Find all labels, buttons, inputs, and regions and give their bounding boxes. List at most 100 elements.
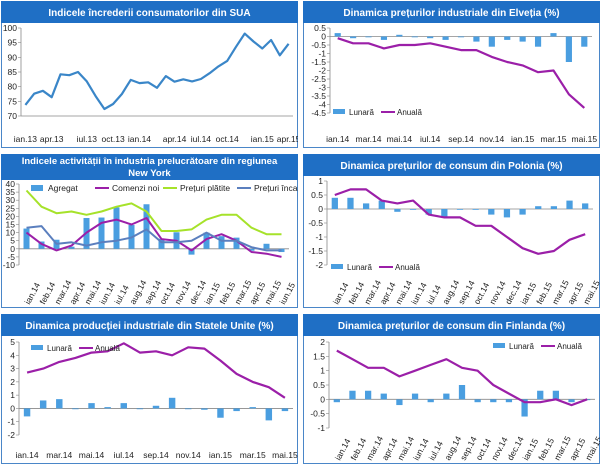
y-tick-label: -0.5 [311,40,326,50]
series-line-anuală [337,37,586,109]
chart-industrial-production-usa: Dinamica producției industriale din Stat… [1,314,298,464]
y-tick-label: 15 [6,220,16,230]
panel-industrial-prices-switzerland: Dinamica prețurilor industriale din Elve… [303,1,600,148]
bar-lunară [565,36,572,62]
bar-lunară [537,390,544,400]
bar-lunară [365,36,372,38]
y-tick-label: 95 [8,38,18,48]
bar-lunară [425,209,432,215]
bar-lunară [249,407,256,409]
x-tick-label: iul.13 [77,134,98,144]
y-tick-label: 1 [318,176,323,186]
bar-lunară [331,197,338,209]
x-tick-label: iul.14 [420,134,441,144]
bar-agregat [38,241,45,249]
y-tick-label: 0 [10,403,15,413]
bar-lunară [88,403,95,409]
panel-frame [303,154,600,308]
y-tick-label: -4 [318,100,326,110]
y-tick-label: 10 [6,228,16,238]
y-tick-label: 85 [8,67,18,77]
legend-label: Lunară [47,344,72,353]
y-tick-label: 100 [3,23,17,33]
bar-lunară [411,36,418,38]
series-line-anuală [26,342,286,399]
x-tick-label: apr.15 [277,134,298,144]
y-tick-label: 0.5 [311,190,323,200]
bar-lunară [519,36,526,42]
bar-lunară [409,209,417,210]
chart-title-line2: New York [128,168,171,179]
y-tick-label: -1 [317,423,325,433]
chart-consumer-prices-finland: Dinamica prețurilor de consum din Finlan… [303,314,600,464]
y-tick-label: -1 [7,417,15,427]
x-tick-label: mai.14 [79,450,105,460]
y-tick-label: -1.5 [311,57,326,67]
y-tick-label: 0 [10,244,15,254]
y-tick-label: 35 [6,187,16,197]
bar-lunară [474,399,481,403]
chart-title: Dinamica prețurilor de consum din Finlan… [338,321,565,332]
y-tick-label: 70 [8,111,18,121]
legend-label: Lunară [349,108,374,117]
y-tick-label: 1.5 [313,351,325,361]
bar-agregat [98,217,105,249]
chart-consumer-prices-poland: Dinamica prețurilor de consum din Poloni… [303,154,600,308]
bar-lunară [233,408,240,412]
panel-consumer-prices-poland: Dinamica prețurilor de consum din Poloni… [303,154,600,308]
bar-agregat [248,248,255,251]
y-tick-label: 2 [10,377,15,387]
bar-agregat [68,246,75,249]
x-tick-label: ian.13 [14,134,37,144]
bar-lunară [120,403,127,409]
y-tick-label: -1.5 [308,246,323,256]
y-tick-label: 2 [320,337,325,347]
panel-header [303,314,600,336]
y-tick-label: -2 [7,430,15,440]
y-tick-label: 1 [10,390,15,400]
y-tick-label: 80 [8,82,18,92]
bar-lunară [488,36,495,47]
x-tick-label: oct.13 [102,134,125,144]
bar-agregat [233,237,240,249]
y-tick-label: -0.5 [310,409,325,419]
chart-consumer-confidence-usa: Indicele încrederii consumatorilor din S… [1,1,301,148]
series-line-anuală [336,349,588,407]
chart-ny-manufacturing: Indicele activității în industria preluc… [1,154,314,308]
x-tick-label: ian.14 [326,134,349,144]
bar-lunară [349,390,356,400]
legend-label: Anuală [557,342,582,351]
bar-lunară [581,36,588,47]
bar-lunară [568,399,575,403]
bar-lunară [442,36,449,40]
y-tick-label: 0 [320,394,325,404]
bar-lunară [488,209,495,215]
y-tick-label: 25 [6,203,16,213]
chart-title: Dinamica prețurilor industriale din Elve… [343,8,559,19]
bar-lunară [550,33,557,37]
bar-lunară [457,36,465,38]
bar-lunară [534,36,542,47]
y-tick-label: 30 [6,195,16,205]
bar-lunară [456,209,464,210]
legend-label: Anuală [397,108,422,117]
panel-ny-manufacturing: Indicele activității în industria preluc… [1,154,314,308]
y-tick-label: -0.5 [308,218,323,228]
x-tick-label: iul.14 [191,134,212,144]
y-tick-label: 0 [321,32,326,42]
bar-lunară [396,34,403,37]
y-tick-label: 4 [10,350,15,360]
bar-lunară [364,390,372,400]
chart-title: Indicele încrederii consumatorilor din S… [48,8,250,19]
legend-label: Anuală [95,344,120,353]
legend-label: Prețuri încasate [254,183,298,193]
y-tick-label: -10 [3,260,16,270]
bar-lunară [104,407,111,409]
y-tick-label: 5 [10,236,15,246]
bar-agregat [203,232,210,249]
panel-frame [303,1,600,148]
legend-swatch [331,264,343,269]
bar-lunară [519,209,526,215]
bar-lunară [504,36,511,40]
y-tick-label: 40 [6,179,16,189]
